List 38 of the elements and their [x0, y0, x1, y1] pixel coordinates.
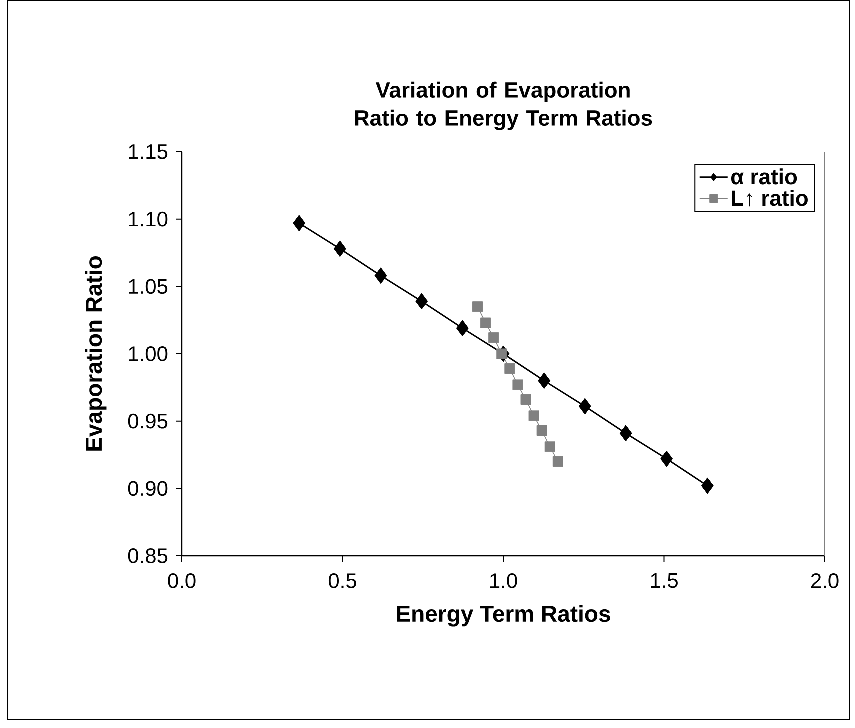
y-tick-label: 1.05	[129, 279, 168, 294]
x-tick-label: 0.0	[168, 574, 196, 588]
point	[512, 380, 524, 390]
y-tick-label: 1.00	[129, 346, 168, 362]
point	[544, 442, 556, 452]
x-tick-label: 2.0	[811, 574, 839, 588]
point	[552, 456, 564, 467]
x-tick-label: 0.5	[328, 574, 356, 588]
x-tick-label: 1.5	[651, 574, 678, 588]
point	[456, 320, 469, 337]
legend-label: α ratio	[731, 168, 798, 185]
point	[480, 318, 492, 328]
point	[578, 398, 592, 415]
x-axis-title: Energy Term Ratios	[397, 605, 610, 627]
legend-label: L↑ ratio	[732, 190, 808, 207]
point	[536, 426, 548, 436]
y-tick-label: 0.90	[128, 481, 168, 496]
point	[488, 332, 500, 344]
point	[528, 410, 540, 422]
point	[520, 394, 532, 406]
y-tick-label: 0.85	[128, 548, 168, 564]
point	[701, 478, 714, 494]
point	[334, 240, 346, 258]
point	[660, 450, 674, 468]
y-axis-title: Evaporation Ratio	[85, 256, 107, 451]
x-tick-label: 1.0	[490, 574, 518, 588]
point	[538, 372, 551, 390]
chart-title: Variation of Evaporation Ratio to Energy Term Ratios	[355, 82, 652, 130]
point	[472, 302, 484, 312]
y-tick-label: 1.15	[129, 144, 168, 160]
point	[293, 215, 306, 232]
point	[620, 425, 632, 442]
point	[504, 364, 516, 374]
point	[496, 348, 508, 360]
y-tick-label: 1.10	[129, 212, 168, 227]
y-tick-label: 0.95	[128, 414, 168, 429]
point	[374, 268, 388, 284]
point	[416, 293, 428, 310]
